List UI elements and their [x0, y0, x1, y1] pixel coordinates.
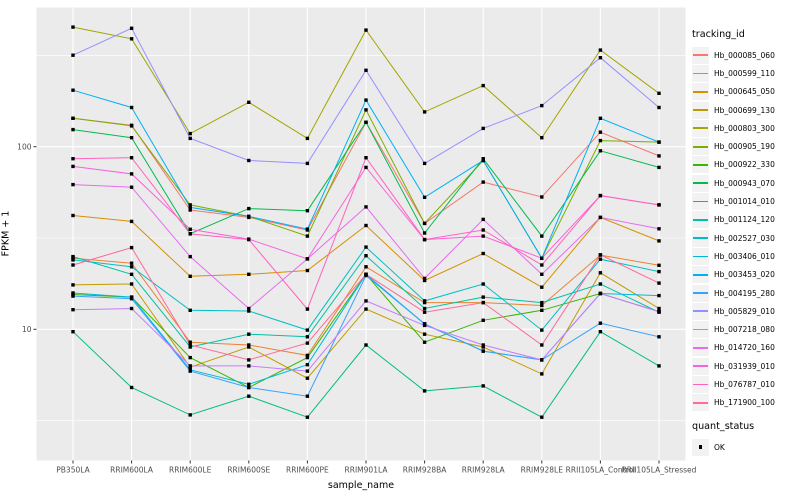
legend-line-swatch-icon	[692, 284, 709, 302]
legend-line-swatch-icon	[692, 174, 709, 192]
legend-item: Hb_000803_300	[692, 119, 798, 137]
legend-item-label: Hb_000803_300	[714, 123, 775, 133]
svg-text:RRIM600LE: RRIM600LE	[169, 466, 212, 475]
legend-item: Hb_001124_120	[692, 211, 798, 229]
svg-text:RRII105LA_Control: RRII105LA_Control	[566, 466, 636, 475]
legend-item: Hb_031939_010	[692, 357, 798, 375]
legend-item-label: Hb_002527_030	[714, 233, 775, 243]
legend-line-swatch-icon	[692, 266, 709, 284]
legend-item: Hb_007218_080	[692, 320, 798, 339]
legend-item-label: Hb_003453_020	[714, 270, 775, 280]
legend-item: Hb_000905_190	[692, 137, 798, 156]
legend-line-swatch-icon	[692, 229, 709, 247]
legend-line-swatch-icon	[692, 375, 709, 393]
legend-items: Hb_000085_060 Hb_000599_110 Hb_000645_050 H…	[692, 46, 798, 412]
legend-item-label: Hb_014720_160	[714, 343, 775, 353]
svg-text:RRIM928LE: RRIM928LE	[521, 466, 564, 475]
legend-item: Hb_003453_020	[692, 266, 798, 284]
legend-item: Hb_000922_330	[692, 156, 798, 174]
legend-item: Hb_000943_070	[692, 174, 798, 192]
legend-item-label: Hb_000943_070	[714, 178, 775, 188]
svg-text:PB350LA: PB350LA	[56, 466, 90, 475]
legend-item-label: OK	[714, 442, 725, 452]
legend-item: Hb_014720_160	[692, 339, 798, 357]
legend-line-swatch-icon	[692, 119, 709, 137]
legend-title-quant-status: quant_status	[692, 420, 755, 432]
legend-line-swatch-icon	[692, 46, 709, 64]
legend-item-label: Hb_007218_080	[714, 325, 775, 335]
legend-item-label: Hb_001014_010	[714, 197, 775, 207]
legend-line-swatch-icon	[692, 394, 709, 412]
y-axis-title: FPKM + 1	[0, 210, 12, 257]
legend-item-ok: OK	[692, 438, 798, 456]
legend-item-label: Hb_003406_010	[714, 251, 775, 261]
legend-item: Hb_004195_280	[692, 284, 798, 302]
legend-item: Hb_005829_010	[692, 302, 798, 320]
legend-item: Hb_076787_010	[692, 375, 798, 393]
legend-item-label: Hb_005829_010	[714, 306, 775, 316]
svg-text:RRIM600LA: RRIM600LA	[110, 466, 154, 475]
legend-item: Hb_003406_010	[692, 247, 798, 265]
legend-line-swatch-icon	[692, 247, 709, 265]
svg-text:RRIM600PE: RRIM600PE	[286, 466, 329, 475]
legend-line-swatch-icon	[692, 357, 709, 375]
quant-status-legend: quant_status OK	[692, 421, 798, 456]
svg-text:100: 100	[17, 142, 32, 151]
svg-text:RRII105LA_Stressed: RRII105LA_Stressed	[622, 466, 697, 475]
legend-line-swatch-icon	[692, 83, 709, 101]
svg-text:RRIM928BA: RRIM928BA	[403, 466, 448, 475]
legend-item: Hb_002527_030	[692, 229, 798, 247]
legend-title-tracking-id: tracking_id	[692, 29, 745, 40]
legend-item-label: Hb_001124_120	[714, 215, 775, 225]
legend-item-label: Hb_000905_190	[714, 142, 775, 152]
legend-item: Hb_000699_130	[692, 101, 798, 119]
legend-line-swatch-icon	[692, 193, 709, 211]
svg-text:RRIM928LA: RRIM928LA	[462, 466, 506, 475]
legend-line-swatch-icon	[692, 138, 709, 156]
legend-item-label: Hb_031939_010	[714, 361, 775, 371]
legend-line-swatch-icon	[692, 156, 709, 174]
legend-item: Hb_000085_060	[692, 46, 798, 64]
svg-text:RRIM600SE: RRIM600SE	[227, 466, 270, 475]
legend-line-swatch-icon	[692, 321, 709, 339]
svg-text:RRIM901LA: RRIM901LA	[345, 466, 389, 475]
legend-item-label: Hb_000645_050	[714, 87, 775, 97]
legend-item-label: Hb_000922_330	[714, 160, 775, 170]
legend-item-label: Hb_000599_110	[714, 68, 775, 78]
legend-item: Hb_000599_110	[692, 64, 798, 82]
legend-item: Hb_000645_050	[692, 83, 798, 101]
legend-line-swatch-icon	[692, 339, 709, 357]
legend-line-swatch-icon	[692, 211, 709, 229]
legend-line-swatch-icon	[692, 64, 709, 82]
legend-line-swatch-icon	[692, 302, 709, 320]
legend-item-label: Hb_171900_100	[714, 398, 775, 408]
legend-item: Hb_001014_010	[692, 192, 798, 211]
legend-item-label: Hb_076787_010	[714, 379, 775, 389]
legend-line-swatch-icon	[692, 101, 709, 119]
legend-item-label: Hb_000085_060	[714, 50, 775, 60]
legend-item-label: Hb_004195_280	[714, 288, 775, 298]
svg-text:10: 10	[22, 325, 32, 334]
legend: tracking_id Hb_000085_060 Hb_000599_110 Hb…	[692, 29, 798, 456]
ok-square-icon	[692, 438, 709, 456]
legend-item-label: Hb_000699_130	[714, 105, 775, 115]
legend-item: Hb_171900_100	[692, 394, 798, 412]
x-axis-title: sample_name	[327, 480, 395, 491]
